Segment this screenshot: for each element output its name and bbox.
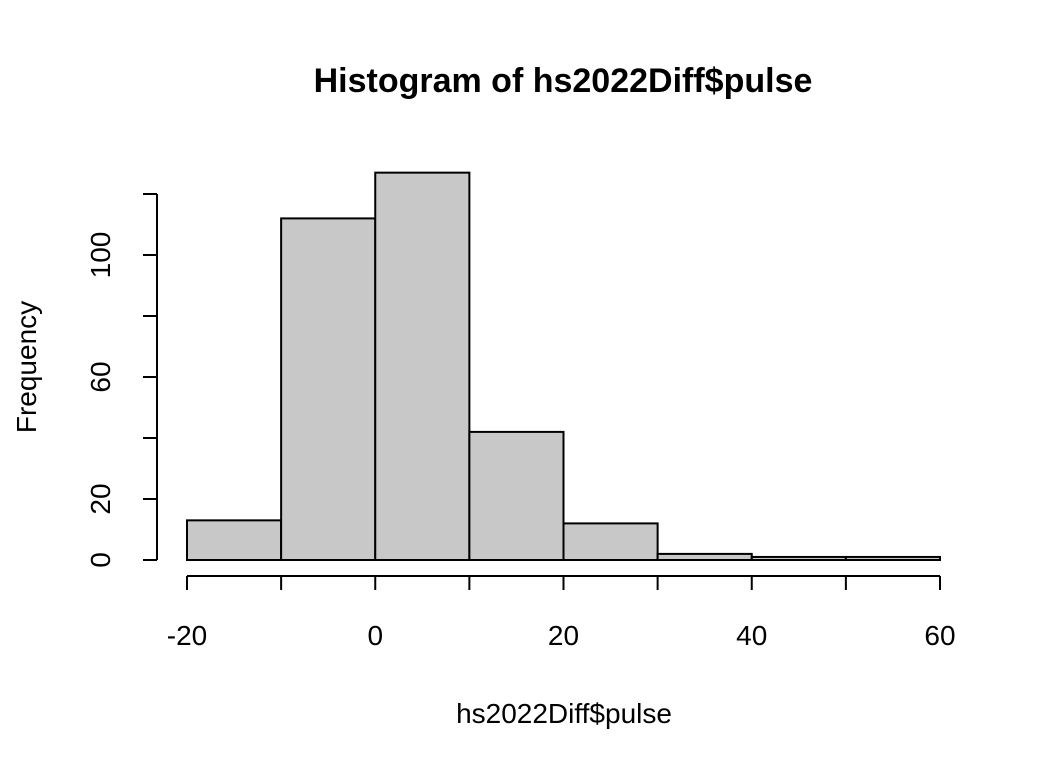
histogram-bar [374, 171, 471, 561]
x-tick-label: 20 [548, 620, 579, 651]
x-tick-label: -20 [167, 620, 207, 651]
y-tick-label: 20 [85, 483, 116, 514]
histogram-bars [186, 171, 941, 562]
x-axis: -20 0 20 40 60 [167, 575, 956, 651]
y-tick-label: 60 [85, 361, 116, 392]
y-axis-label: Frequency [11, 301, 42, 433]
y-tick-label: 0 [85, 552, 116, 568]
x-axis-label: hs2022Diff$pulse [456, 698, 672, 729]
chart-title: Histogram of hs2022Diff$pulse [314, 62, 813, 100]
x-tick-label: 0 [367, 620, 383, 651]
histogram-bar [750, 555, 847, 562]
histogram-bar [844, 555, 941, 562]
histogram-bar [656, 552, 753, 562]
y-axis: 0 20 60 100 [85, 193, 158, 568]
histogram-bar [468, 430, 565, 561]
y-tick-label: 100 [85, 232, 116, 279]
histogram-bar [280, 217, 377, 561]
histogram-bar [562, 522, 659, 562]
histogram-bar [186, 519, 283, 561]
x-tick-label: 60 [924, 620, 955, 651]
x-tick-label: 40 [736, 620, 767, 651]
